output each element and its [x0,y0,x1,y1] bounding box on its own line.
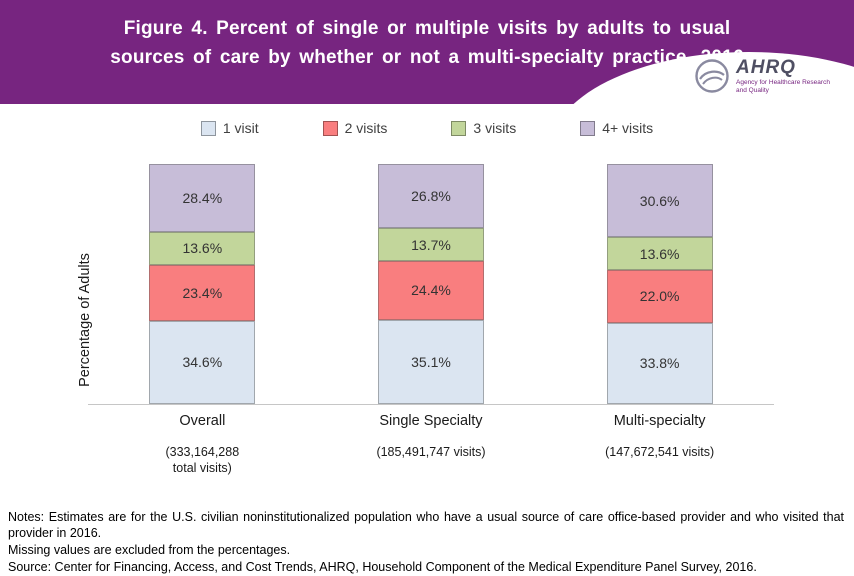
category-sublabel: (333,164,288 total visits) [165,445,240,476]
bar-segment: 30.6% [606,164,713,238]
hhs-eagle-icon [695,59,729,93]
segment-value-label: 23.4% [182,284,223,301]
y-axis-label: Percentage of Adults [76,253,93,388]
segment-value-label: 26.8% [411,188,451,205]
ahrq-logo: AHRQ Agency for Healthcare Research and … [694,58,840,95]
category-label: Single Specialty [379,413,483,429]
notes-line-2: Missing values are excluded from the per… [8,543,291,558]
legend-swatch [200,120,216,136]
category-labels: Overall (333,164,288 total visits) Single … [88,413,774,477]
ahrq-logo-name: AHRQ [736,57,796,78]
bar-segment: 24.4% [377,261,484,320]
bar-segment: 13.6% [606,237,713,271]
legend-swatch [451,120,467,136]
bar-segment: 35.1% [377,319,484,404]
bar-segment: 23.4% [149,264,256,321]
segment-value-label: 34.6% [182,354,223,371]
bar-single-specialty: 26.8% 13.7% 24.4% 35.1% [377,164,484,404]
category-column: Single Specialty (185,491,747 visits) [326,413,536,477]
category-label: Overall [179,413,226,429]
category-column: Overall (333,164,288 total visits) [97,413,307,477]
segment-value-label: 13.6% [182,240,223,257]
notes-block: Notes: Estimates are for the U.S. civili… [8,509,844,576]
plot-area: 28.4% 13.6% 23.4% 34.6% 26.8% 13.7% 24.4% 35.1%… [88,164,774,405]
segment-value-label: 22.0% [639,288,680,305]
bar-segment: 13.7% [377,228,484,262]
category-sublabel: (147,672,541 visits) [605,445,715,459]
legend-item: 2 visits [322,120,388,136]
legend-item: 4+ visits [580,120,653,136]
legend-item: 3 visits [451,120,516,136]
bar-segment: 28.4% [149,164,256,233]
legend-swatch [580,120,596,136]
stacked-bar-chart: Percentage of Adults 28.4% 13.6% 23.4% 34.6… [77,164,774,477]
figure-title-line1: Figure 4. Percent of single or multiple … [123,18,731,39]
legend-label: 1 visit [222,120,259,136]
legend-item: 1 visit [200,120,259,136]
segment-value-label: 35.1% [411,353,451,370]
segment-value-label: 24.4% [411,282,451,299]
legend: 1 visit 2 visits 3 visits 4+ visits [0,118,854,138]
segment-value-label: 28.4% [182,190,223,207]
bar-segment: 34.6% [149,320,256,404]
legend-label: 3 visits [473,120,517,136]
segment-value-label: 13.7% [411,236,451,253]
segment-value-label: 33.8% [639,355,680,372]
figure-title: Figure 4. Percent of single or multiple … [0,0,854,72]
ahrq-logo-tagline: Agency for Healthcare Research and Quali… [736,79,830,94]
bar-overall: 28.4% 13.6% 23.4% 34.6% [149,164,256,404]
bar-segment: 22.0% [606,270,713,323]
bar-segment: 26.8% [377,164,484,229]
bar-segment: 13.6% [149,232,256,265]
segment-value-label: 13.6% [639,245,680,262]
bar-segment: 33.8% [606,322,713,404]
category-label: Multi-specialty [613,413,706,429]
header-banner: Figure 4. Percent of single or multiple … [0,0,854,104]
segment-value-label: 30.6% [639,192,680,209]
notes-line-1: Notes: Estimates are for the U.S. civili… [8,509,844,541]
bar-multi-specialty: 30.6% 13.6% 22.0% 33.8% [606,164,713,404]
category-sublabel: (185,491,747 visits) [376,445,486,459]
ahrq-logo-text: AHRQ Agency for Healthcare Research and … [736,58,840,95]
legend-label: 2 visits [344,120,388,136]
legend-label: 4+ visits [602,120,654,136]
legend-swatch [322,120,338,136]
category-column: Multi-specialty (147,672,541 visits) [555,413,765,477]
figure-title-line2: sources of care by whether or not a mult… [110,46,744,68]
notes-line-3: Source: Center for Financing, Access, an… [8,560,757,575]
